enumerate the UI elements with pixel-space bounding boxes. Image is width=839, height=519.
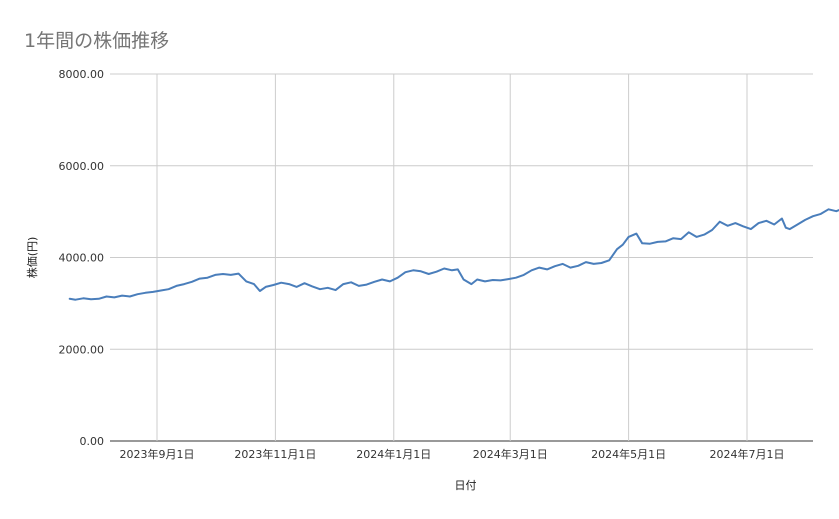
x-tick-label: 2023年9月1日 [120, 447, 195, 461]
y-tick-label: 4000.00 [59, 252, 105, 265]
y-axis-title: 株価(円) [25, 237, 39, 279]
x-tick-label: 2023年11月1日 [234, 447, 316, 461]
y-tick-label: 2000.00 [59, 343, 105, 356]
y-tick-label: 8000.00 [59, 68, 105, 81]
series-line [68, 208, 839, 301]
x-tick-label: 2024年1月1日 [356, 447, 431, 461]
y-tick-label: 6000.00 [59, 160, 105, 173]
x-tick-label: 2024年3月1日 [473, 447, 548, 461]
x-tick-label: 2024年7月1日 [710, 447, 785, 461]
y-tick-label: 0.00 [80, 435, 105, 448]
chart-title: 1年間の株価推移 [24, 30, 170, 52]
x-axis-title: 日付 [455, 479, 477, 492]
x-tick-label: 2024年5月1日 [591, 447, 666, 461]
